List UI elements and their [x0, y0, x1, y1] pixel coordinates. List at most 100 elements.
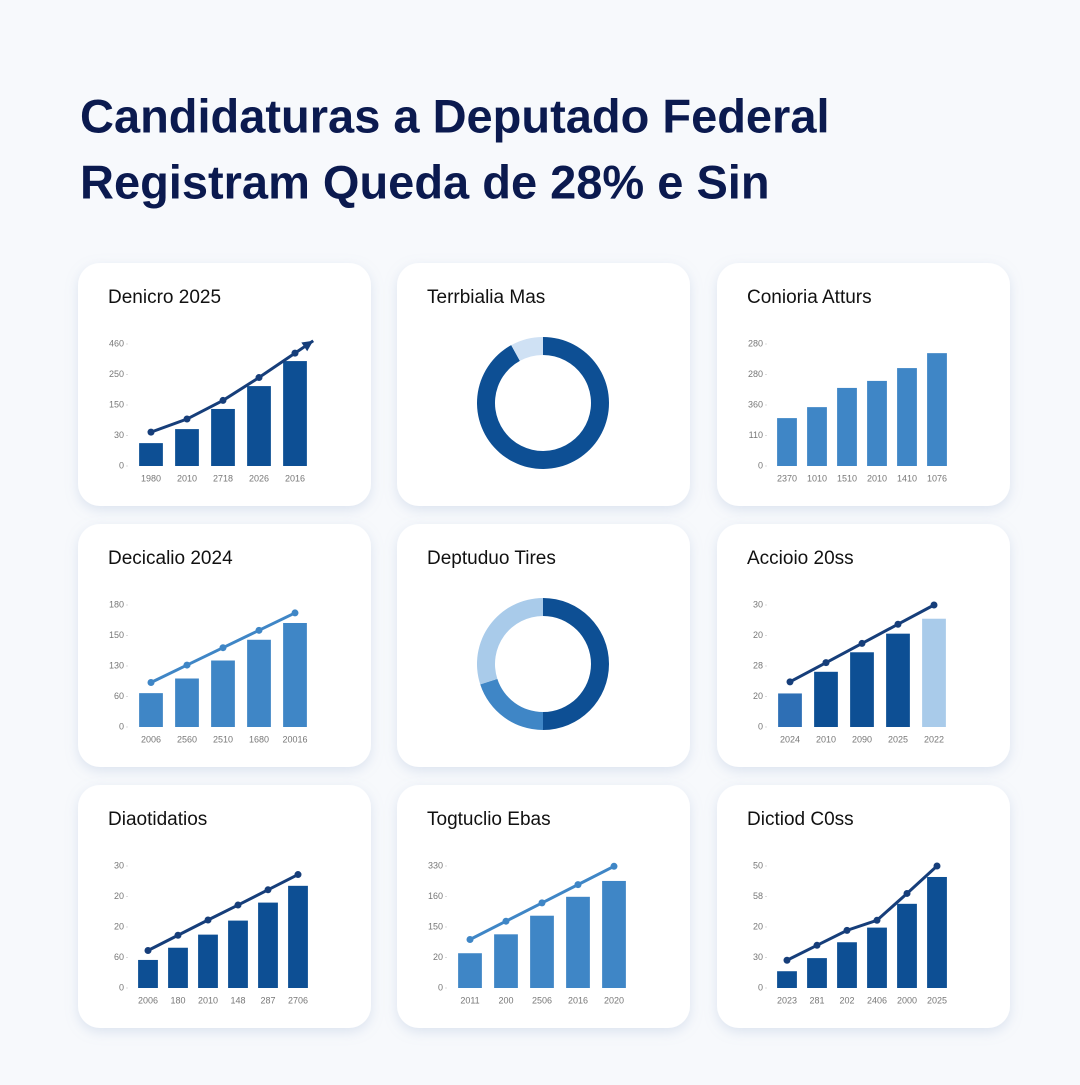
y-tick-label: 0 — [438, 982, 443, 992]
trend-point — [783, 956, 791, 964]
x-tick-label: 2016 — [285, 473, 305, 483]
trend-point — [264, 886, 272, 894]
y-tick-label: 20 — [114, 891, 124, 901]
x-tick-label: 202 — [839, 995, 854, 1005]
card-title: Dictiod C0ss — [747, 809, 854, 830]
x-tick-label: 2370 — [777, 473, 797, 483]
title-line: Candidaturas a Deputado Federal — [80, 89, 830, 142]
donut-segment — [543, 598, 609, 730]
bar — [886, 633, 910, 727]
trend-point — [873, 916, 881, 924]
y-tick-label: 150 — [109, 399, 124, 409]
y-tick-label: 180 — [109, 599, 124, 609]
bar — [837, 942, 857, 988]
donut-segment — [476, 598, 543, 685]
bar — [777, 971, 797, 988]
trend-point — [147, 678, 155, 686]
bar — [283, 622, 307, 727]
x-tick-label: 2016 — [568, 995, 588, 1005]
bar — [175, 678, 199, 727]
y-tick-label: 20 — [753, 921, 763, 931]
y-tick-label: 20 — [753, 691, 763, 701]
x-tick-label: 1076 — [927, 473, 947, 483]
x-tick-label: 2010 — [177, 473, 197, 483]
y-tick-label: 0 — [758, 982, 763, 992]
arrow-head — [301, 340, 314, 352]
bar — [566, 896, 590, 988]
bar — [777, 418, 797, 466]
bar — [139, 693, 163, 727]
card-title: Diaotidatios — [108, 809, 207, 830]
trend-line — [786, 864, 939, 962]
x-tick-label: 1680 — [249, 734, 269, 744]
x-tick-label: 2090 — [852, 734, 872, 744]
x-tick-label: 281 — [809, 995, 824, 1005]
bar — [927, 876, 947, 988]
card-title: Accioio 20ss — [747, 548, 854, 569]
y-tick-label: 160 — [428, 891, 443, 901]
x-tick-label: 2022 — [924, 734, 944, 744]
bar — [778, 693, 802, 727]
x-tick-label: 2560 — [177, 734, 197, 744]
x-tick-label: 2010 — [816, 734, 836, 744]
y-tick-label: 20 — [433, 952, 443, 962]
title-line: Registram Queda de 28% e Sin — [80, 155, 770, 208]
card-title: Togtuclio Ebas — [427, 809, 551, 830]
x-tick-label: 1010 — [807, 473, 827, 483]
x-tick-label: 2000 — [897, 995, 917, 1005]
bar — [530, 915, 554, 988]
trend-point — [813, 941, 821, 949]
x-tick-label: 2024 — [780, 734, 800, 744]
y-tick-label: 130 — [109, 660, 124, 670]
y-tick-label: 150 — [428, 921, 443, 931]
x-tick-label: 2006 — [138, 995, 158, 1005]
y-tick-label: 280 — [748, 369, 763, 379]
bar — [138, 959, 158, 988]
y-tick-label: 110 — [749, 430, 763, 440]
bar — [168, 947, 188, 988]
card — [397, 263, 690, 506]
bar — [211, 408, 235, 466]
card-title: Terrbialia Mas — [427, 287, 545, 308]
y-tick-label: 20 — [114, 921, 124, 931]
y-tick-label: 460 — [109, 338, 124, 348]
trend-point — [204, 916, 212, 924]
y-tick-label: 0 — [758, 721, 763, 731]
trend-point — [255, 626, 263, 634]
bar — [837, 387, 857, 466]
bar — [228, 920, 248, 988]
x-tick-label: 2010 — [198, 995, 218, 1005]
bar — [198, 934, 218, 988]
trend-point — [903, 889, 911, 897]
bar — [807, 407, 827, 466]
bar — [850, 652, 874, 727]
y-tick-label: 280 — [748, 338, 763, 348]
x-tick-label: 2510 — [213, 734, 233, 744]
bar — [927, 353, 947, 466]
y-tick-label: 0 — [758, 460, 763, 470]
x-tick-label: 200 — [498, 995, 513, 1005]
trend-point — [933, 862, 941, 870]
y-tick-label: 0 — [119, 982, 124, 992]
y-tick-label: 0 — [119, 721, 124, 731]
bar — [247, 639, 271, 727]
y-tick-label: 30 — [114, 430, 124, 440]
card-title: Deptuduo Tires — [427, 548, 556, 569]
bar — [211, 660, 235, 727]
trend-point — [538, 899, 546, 907]
x-tick-label: 148 — [230, 995, 245, 1005]
y-tick-label: 150 — [109, 630, 124, 640]
trend-point — [822, 659, 830, 667]
x-tick-label: 2006 — [141, 734, 161, 744]
trend-line — [147, 873, 299, 952]
bar — [175, 429, 199, 466]
y-tick-label: 360 — [748, 399, 763, 409]
x-tick-label: 2020 — [604, 995, 624, 1005]
trend-point — [894, 620, 902, 628]
trend-point — [219, 396, 227, 404]
bar — [867, 927, 887, 988]
y-tick-label: 20 — [753, 630, 763, 640]
bar — [494, 934, 518, 988]
x-tick-label: 2025 — [888, 734, 908, 744]
